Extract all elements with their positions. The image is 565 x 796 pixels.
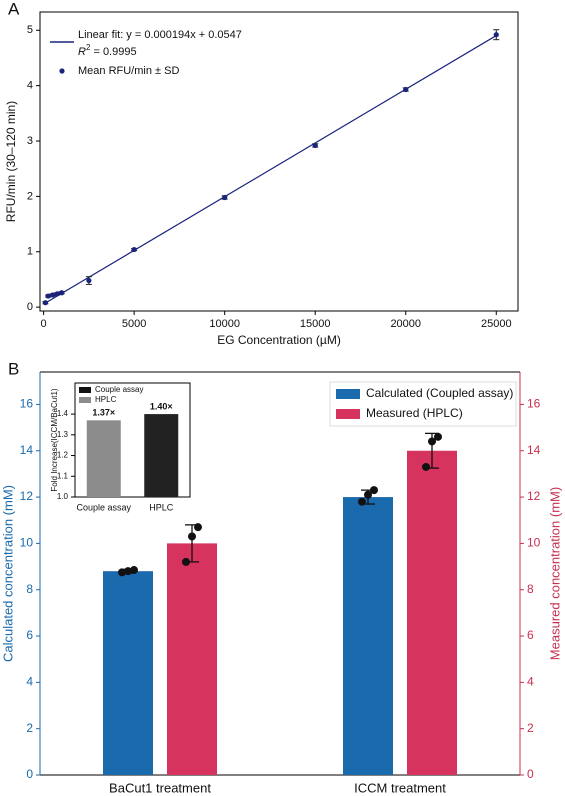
y-tick-label: 1 <box>27 246 33 258</box>
r2-exponent: 2 <box>86 43 91 52</box>
data-point <box>50 292 56 298</box>
value-label: 1.40× <box>150 401 173 411</box>
y-tick-label: 1.3 <box>57 430 69 439</box>
bar <box>86 420 121 497</box>
legend-swatch <box>336 409 360 419</box>
bar <box>407 450 457 775</box>
panel-label: A <box>8 0 20 18</box>
data-point <box>131 246 137 253</box>
panel-label: B <box>8 359 19 378</box>
x-axis-title: EG Concentration (µM) <box>217 333 341 347</box>
bar <box>343 497 393 775</box>
y-tick-label: 4 <box>26 675 33 689</box>
x-tick-label: ICCM treatment <box>354 780 446 795</box>
legend-swatch <box>79 387 91 393</box>
y-tick-label: 1.0 <box>57 492 69 501</box>
bar <box>144 414 179 497</box>
replicate-point <box>370 486 378 495</box>
x-tick-label: 20000 <box>390 318 421 330</box>
y-tick-label: 10 <box>20 536 34 550</box>
plot-frame <box>39 11 519 312</box>
data-point <box>493 32 499 38</box>
x-tick-label: BaCut1 treatment <box>109 780 211 795</box>
replicate-point <box>130 566 138 575</box>
x-tick-label: 5000 <box>122 318 146 330</box>
y-tick-label: 1.2 <box>57 451 69 460</box>
data-point <box>403 86 409 93</box>
data-point <box>45 293 51 299</box>
legend-swatch <box>79 397 91 403</box>
y-axis-title: Fold Increase(ICCM/BaCut1) <box>50 388 59 491</box>
data-point <box>86 277 92 284</box>
x-tick-label: Couple assay <box>76 502 131 512</box>
bar <box>167 543 217 775</box>
replicate-point <box>422 462 430 471</box>
y-tick-label: 4 <box>27 80 33 92</box>
y-axis-title: RFU/min (30–120 min) <box>4 101 18 222</box>
legend-box <box>329 381 517 427</box>
legend-label: Mean RFU/min ± SD <box>78 65 179 77</box>
y-tick-label: 2 <box>26 721 33 735</box>
y-tick-label: 1.4 <box>57 409 69 418</box>
replicate-point <box>364 490 372 499</box>
y-tick-label: 0 <box>26 767 33 781</box>
y-tick-label: 16 <box>20 397 34 411</box>
replicate-point <box>428 437 436 446</box>
data-point <box>312 142 318 149</box>
y2-tick-label: 2 <box>527 721 534 735</box>
y-tick-label: 0 <box>27 301 33 313</box>
legend-label: Calculated (Coupled assay) <box>366 386 513 400</box>
x-tick-label: 25000 <box>481 318 512 330</box>
y2-axis-title: Measured concentration (mM) <box>547 487 562 660</box>
replicate-point <box>434 432 442 441</box>
r2-symbol: R <box>78 46 86 58</box>
replicate-point <box>118 568 126 577</box>
y-tick-label: 8 <box>26 582 33 596</box>
y-tick-label: 6 <box>26 628 33 642</box>
y2-tick-label: 8 <box>527 582 534 596</box>
x-tick-label: 15000 <box>300 318 331 330</box>
data-point <box>42 300 49 306</box>
replicate-point <box>358 497 366 506</box>
replicate-point <box>124 567 132 576</box>
x-tick-label: 10000 <box>209 318 240 330</box>
data-point <box>222 194 228 201</box>
fit-line <box>45 35 497 304</box>
data-point <box>54 291 60 297</box>
r2-label: R2 = 0.9995 <box>78 43 137 58</box>
legend-label: Couple assay <box>95 385 143 394</box>
y-tick-label: 12 <box>20 489 34 503</box>
y2-tick-label: 0 <box>527 767 534 781</box>
y-tick-label: 5 <box>27 24 33 36</box>
legend-swatch <box>336 389 360 399</box>
replicate-point <box>188 532 196 541</box>
legend-label: HPLC <box>95 395 117 404</box>
legend-label: Linear fit: y = 0.000194x + 0.0547 <box>78 29 242 41</box>
y-tick-label: 3 <box>27 135 33 147</box>
r2-value: = 0.9995 <box>90 46 136 58</box>
legend-marker <box>59 68 65 74</box>
y-axis-title: Calculated concentration (mM) <box>0 485 15 662</box>
y2-tick-label: 14 <box>527 443 541 457</box>
data-point <box>59 290 65 296</box>
x-tick-label: HPLC <box>149 502 174 512</box>
y-tick-label: 2 <box>27 190 33 202</box>
y2-tick-label: 10 <box>527 536 541 550</box>
y-tick-label: 1.1 <box>57 471 69 480</box>
x-tick-label: 0 <box>41 318 47 330</box>
bar <box>103 571 153 775</box>
replicate-point <box>182 557 190 566</box>
y2-tick-label: 16 <box>527 397 541 411</box>
y2-tick-label: 4 <box>527 675 534 689</box>
replicate-point <box>194 523 202 532</box>
value-label: 1.37× <box>92 408 115 418</box>
y-tick-label: 14 <box>20 443 34 457</box>
legend-label: Measured (HPLC) <box>366 406 463 420</box>
y2-tick-label: 6 <box>527 628 534 642</box>
y2-tick-label: 12 <box>527 489 541 503</box>
